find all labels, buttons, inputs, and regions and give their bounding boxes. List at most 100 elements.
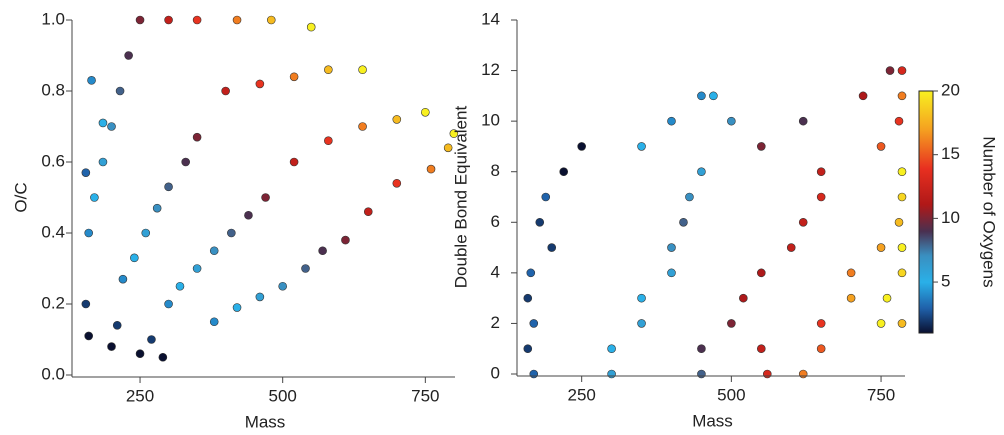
- data-point: [443, 143, 453, 153]
- x-tick-label: 750: [867, 385, 895, 404]
- data-point: [449, 129, 459, 138]
- data-point: [244, 210, 253, 220]
- y-tick-label: 4: [491, 262, 500, 281]
- data-point: [84, 228, 93, 238]
- data-point: [816, 192, 826, 202]
- x-tick-label: 500: [269, 386, 297, 405]
- data-point: [816, 319, 826, 328]
- data-point: [255, 79, 265, 89]
- colorbar-tick-label: 5: [941, 272, 950, 291]
- data-point: [876, 243, 886, 252]
- data-point: [798, 369, 808, 379]
- y-tick-label: 8: [491, 161, 500, 180]
- data-point: [141, 228, 151, 238]
- data-point: [363, 207, 373, 216]
- x-tick-label: 750: [411, 386, 439, 405]
- colorbar-tick-label: 20: [941, 80, 960, 99]
- y-axis-label: Double Bond Equivalent: [451, 106, 470, 289]
- data-point: [164, 15, 173, 25]
- data-point: [181, 157, 190, 167]
- data-point: [727, 319, 736, 328]
- y-tick-label: 2: [491, 313, 500, 332]
- data-point: [147, 335, 156, 344]
- data-point: [358, 65, 367, 74]
- data-point: [426, 164, 436, 174]
- data-point: [858, 91, 868, 101]
- data-point: [135, 15, 145, 25]
- x-axis-label: Mass: [692, 411, 733, 430]
- data-point: [559, 167, 569, 177]
- data-point: [526, 268, 536, 278]
- data-point: [798, 116, 808, 126]
- data-point: [697, 344, 706, 354]
- data-point: [897, 192, 907, 202]
- data-point: [577, 142, 586, 151]
- x-tick-label: 500: [717, 385, 745, 404]
- data-point: [289, 72, 299, 82]
- data-point: [897, 268, 907, 278]
- data-point: [897, 91, 907, 101]
- data-point: [523, 344, 533, 354]
- data-point: [739, 293, 748, 303]
- data-point: [392, 179, 402, 188]
- y-tick-label: 0.4: [41, 222, 65, 241]
- data-point: [192, 15, 202, 25]
- colorbar-tick-label: 15: [941, 144, 960, 163]
- colorbar: [918, 90, 934, 334]
- colorbar-tick-label: 10: [941, 208, 960, 227]
- data-point: [756, 142, 766, 151]
- data-point: [786, 243, 796, 252]
- y-tick-label: 0.8: [41, 80, 65, 99]
- data-point: [289, 157, 299, 167]
- data-point: [221, 86, 230, 96]
- data-point: [209, 317, 219, 327]
- data-point: [667, 268, 676, 278]
- data-point: [709, 91, 718, 101]
- data-point: [324, 65, 333, 74]
- data-point: [261, 193, 270, 202]
- data-point: [697, 369, 706, 379]
- data-point: [255, 292, 265, 302]
- y-axis-label: O/C: [11, 182, 30, 212]
- data-point: [130, 253, 139, 263]
- data-point: [885, 66, 895, 75]
- data-point: [667, 116, 676, 126]
- y-tick-label: 0.2: [41, 293, 65, 312]
- y-tick-label: 1.0: [41, 9, 65, 28]
- data-point: [115, 86, 125, 96]
- data-point: [135, 349, 145, 359]
- data-point: [756, 344, 766, 354]
- data-point: [685, 192, 694, 202]
- data-point: [529, 319, 539, 328]
- data-point: [192, 132, 202, 142]
- data-point: [227, 228, 236, 238]
- data-point: [192, 264, 202, 273]
- data-point: [318, 246, 327, 256]
- data-point: [306, 22, 316, 32]
- data-point: [882, 293, 892, 303]
- y-tick-label: 6: [491, 212, 500, 231]
- data-point: [98, 118, 108, 128]
- y-tick-label: 12: [481, 60, 500, 79]
- data-point: [897, 167, 907, 177]
- data-point: [341, 235, 350, 245]
- data-point: [87, 76, 96, 85]
- data-point: [897, 243, 907, 252]
- x-tick-label: 250: [567, 385, 595, 404]
- data-point: [637, 142, 646, 151]
- data-point: [209, 246, 219, 256]
- y-tick-label: 0.6: [41, 151, 65, 170]
- y-tick-label: 0: [491, 363, 500, 382]
- data-point: [232, 15, 242, 25]
- data-point: [164, 182, 173, 192]
- data-point: [81, 299, 91, 309]
- data-point: [421, 108, 430, 117]
- data-point: [846, 293, 856, 303]
- data-point: [232, 303, 242, 312]
- x-tick-label: 250: [126, 386, 154, 405]
- data-point: [798, 217, 808, 227]
- data-point: [118, 274, 128, 284]
- data-point: [158, 352, 168, 362]
